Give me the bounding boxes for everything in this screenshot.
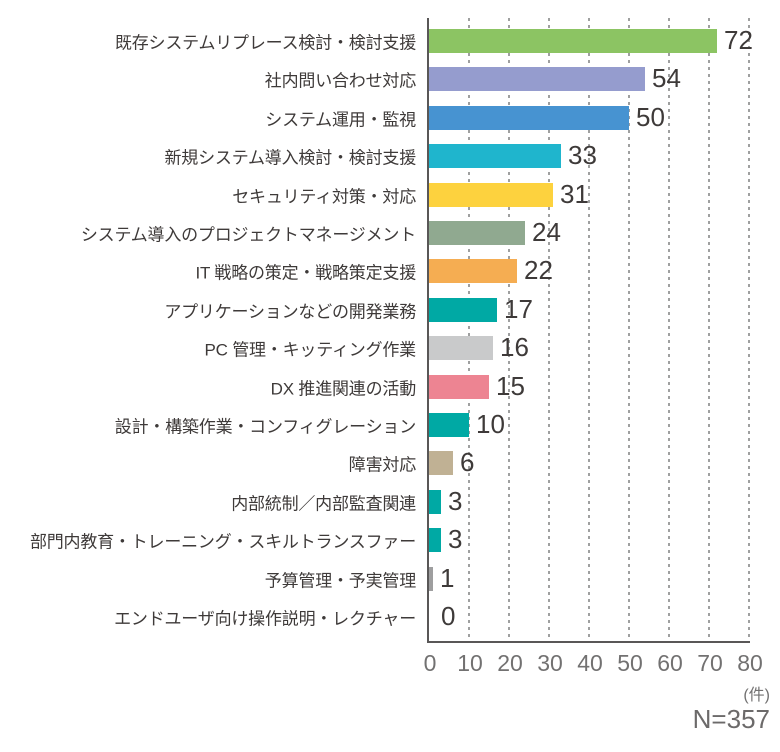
value-label: 54 [652,63,681,94]
bar-row: 部門内教育・トレーニング・スキルトランスファー 3 [0,521,780,559]
value-label: 15 [496,370,525,401]
category-label: DX 推進関連の活動 [270,379,417,399]
bar [429,220,525,245]
value-label: 16 [500,332,529,363]
y-axis-line [427,18,429,643]
bar-row: システム運用・監視 50 [0,99,780,137]
x-axis-unit-label: (件) [743,687,770,704]
category-label: PC 管理・キッティング作業 [204,340,416,360]
gridline [588,18,590,641]
category-label: 既存システムリプレース検討・検討支援 [114,33,416,53]
value-label: 3 [448,524,463,555]
bar [429,28,717,53]
gridline [548,18,550,641]
value-label: 50 [636,101,665,132]
category-label: 設計・構築作業・コンフィグレーション [114,417,416,437]
value-label: 31 [560,178,589,209]
bar [429,297,497,322]
value-label: 6 [460,447,475,478]
gridline [628,18,630,641]
value-label: 17 [504,293,533,324]
x-tick-label: 80 [737,650,763,676]
category-label: IT 戦略の策定・戦略策定支援 [195,263,416,283]
value-label: 72 [724,24,753,55]
gridline [508,18,510,641]
sample-size-label: N=357 [692,704,770,734]
category-label: アプリケーションなどの開発業務 [164,302,416,322]
bar [429,489,441,514]
bar-row: 予算管理・予実管理 1 [0,559,780,597]
bar-row: 社内問い合わせ対応 54 [0,60,780,98]
value-label: 1 [440,562,455,593]
category-label: 障害対応 [348,455,416,475]
value-label: 0 [441,600,456,631]
bar [429,451,453,476]
gridline [468,18,470,641]
gridline [668,18,670,641]
x-tick-label: 40 [577,650,603,676]
x-tick-label: 10 [457,650,483,676]
bar [429,67,645,92]
bar [429,412,469,437]
bar-row: セキュリティ対策・対応 31 [0,175,780,213]
value-label: 24 [532,216,561,247]
bar-row: 障害対応 6 [0,444,780,482]
category-label: 予算管理・予実管理 [264,571,416,591]
bar [429,374,489,399]
x-tick-label: 70 [697,650,723,676]
bar-row: IT 戦略の策定・戦略策定支援 22 [0,252,780,290]
x-tick-label: 20 [497,650,523,676]
bar-row: エンドユーザ向け操作説明・レクチャー 0 [0,598,780,636]
bar [429,566,433,591]
bar-row: PC 管理・キッティング作業 16 [0,329,780,367]
gridline [748,18,750,641]
gridline [708,18,710,641]
bar-row: 設計・構築作業・コンフィグレーション 10 [0,406,780,444]
x-tick-label: 60 [657,650,683,676]
x-axis-line [427,641,750,643]
category-label: 部門内教育・トレーニング・スキルトランスファー [29,532,416,552]
value-label: 10 [476,408,505,439]
bar-row: システム導入のプロジェクトマネージメント 24 [0,214,780,252]
x-tick-label: 50 [617,650,643,676]
bar [429,336,493,361]
bar-row: アプリケーションなどの開発業務 17 [0,291,780,329]
bar-row: 内部統制／内部監査関連 3 [0,483,780,521]
category-label: 新規システム導入検討・検討支援 [164,148,417,168]
category-label: 社内問い合わせ対応 [264,71,416,91]
category-label: システム導入のプロジェクトマネージメント [80,225,416,245]
x-tick-label: 30 [537,650,563,676]
bar [429,182,553,207]
category-label: エンドユーザ向け操作説明・レクチャー [114,609,416,629]
bar [429,528,441,553]
value-label: 22 [524,255,553,286]
x-tick-label: 0 [423,650,437,676]
bar-row: DX 推進関連の活動 15 [0,367,780,405]
value-label: 33 [568,140,597,171]
category-label: 内部統制／内部監査関連 [231,494,416,514]
bar [429,259,517,284]
bar-row: 新規システム導入検討・検討支援 33 [0,137,780,175]
category-label: セキュリティ対策・対応 [232,187,416,207]
bar [429,144,561,169]
value-label: 3 [448,485,463,516]
bar [429,105,629,130]
category-label: システム運用・監視 [265,110,416,130]
bar-row: 既存システムリプレース検討・検討支援 72 [0,22,780,60]
